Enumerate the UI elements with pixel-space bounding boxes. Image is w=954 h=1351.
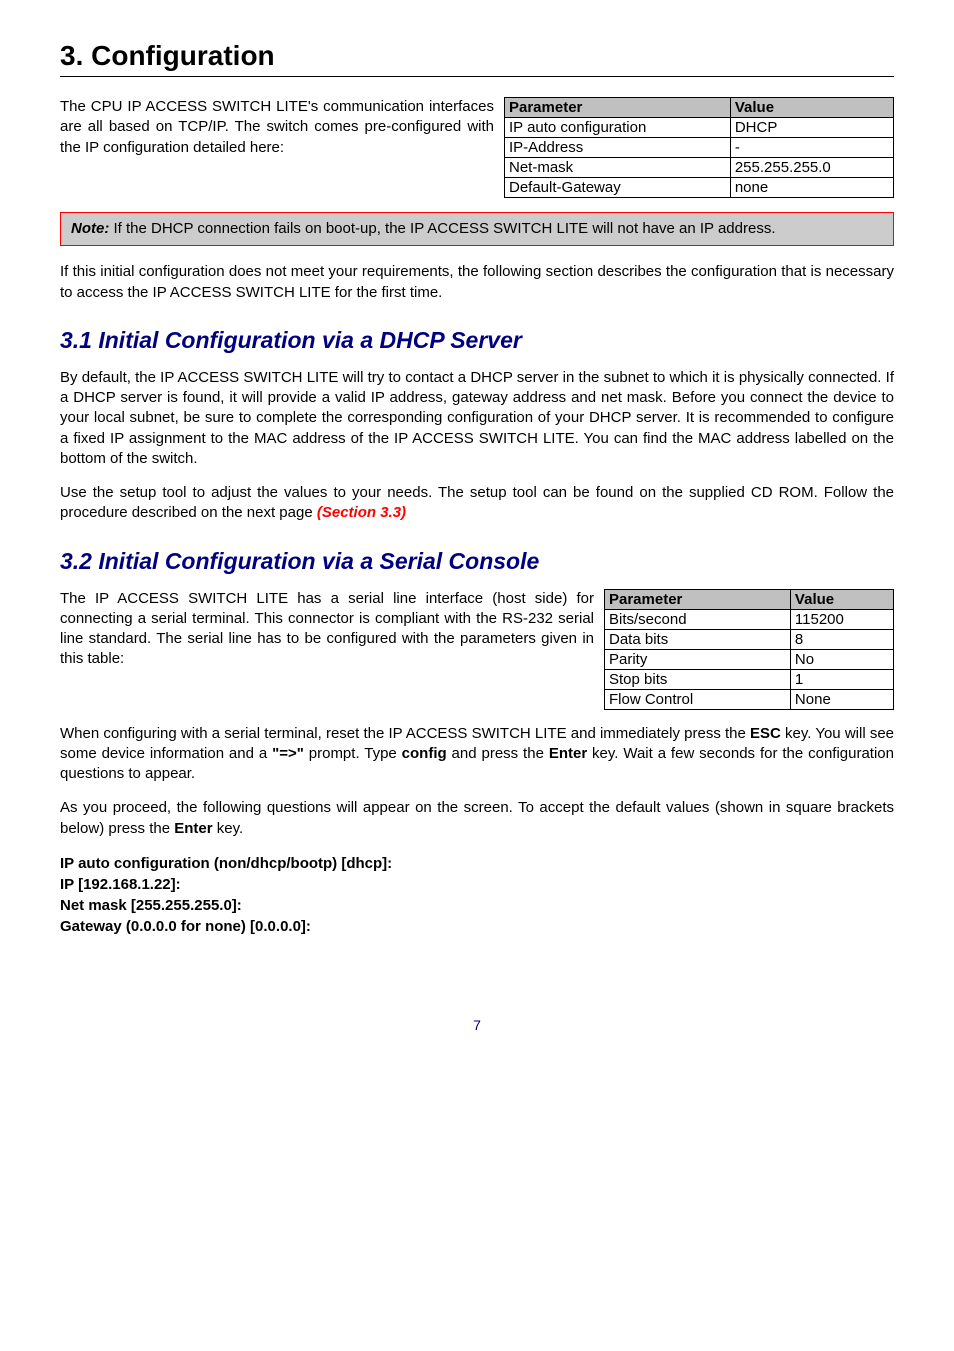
table-row: Data bits 8 [605,629,894,649]
table-row: Default-Gateway none [505,178,894,198]
config-line: IP [192.168.1.22]: [60,874,894,895]
section-link: (Section 3.3) [317,504,406,521]
paragraph-text: When configuring with a serial terminal,… [60,725,750,742]
ip-config-table: Parameter Value IP auto configuration DH… [504,97,894,198]
enter-key: Enter [549,745,587,762]
note-text: If the DHCP connection fails on boot-up,… [109,220,775,237]
paragraph-text: and press the [447,745,549,762]
paragraph-text: key. [213,820,244,837]
table-cell: Parity [605,649,791,669]
table-cell: 1 [790,669,893,689]
config-block: IP auto configuration (non/dhcp/bootp) [… [60,853,894,937]
table-row: Bits/second 115200 [605,609,894,629]
config-line: IP auto configuration (non/dhcp/bootp) [… [60,853,894,874]
table-cell: Bits/second [605,609,791,629]
esc-key: ESC [750,725,781,742]
paragraph-text: Use the setup tool to adjust the values … [60,484,894,521]
serial-intro-row: The IP ACCESS SWITCH LITE has a serial l… [60,589,894,710]
table-cell: Data bits [605,629,791,649]
table-row: Parity No [605,649,894,669]
table-header: Value [730,98,893,118]
note-box: Note: If the DHCP connection fails on bo… [60,212,894,246]
table-cell: none [730,178,893,198]
serial-intro-paragraph: The IP ACCESS SWITCH LITE has a serial l… [60,589,594,670]
table-cell: Net-mask [505,158,731,178]
paragraph: Use the setup tool to adjust the values … [60,483,894,524]
page-title: 3. Configuration [60,40,894,72]
paragraph: As you proceed, the following questions … [60,798,894,839]
config-line: Gateway (0.0.0.0 for none) [0.0.0.0]: [60,916,894,937]
table-header: Parameter [605,589,791,609]
section-heading-3-2: 3.2 Initial Configuration via a Serial C… [60,548,894,575]
table-row: Flow Control None [605,689,894,709]
table-cell: IP-Address [505,138,731,158]
intro-paragraph: The CPU IP ACCESS SWITCH LITE's communic… [60,97,494,158]
page-number: 7 [60,1017,894,1033]
config-line: Net mask [255.255.255.0]: [60,895,894,916]
table-header: Value [790,589,893,609]
title-divider [60,76,894,77]
table-cell: Default-Gateway [505,178,731,198]
table-cell: Stop bits [605,669,791,689]
enter-key: Enter [174,820,212,837]
serial-params-table: Parameter Value Bits/second 115200 Data … [604,589,894,710]
paragraph: When configuring with a serial terminal,… [60,724,894,785]
table-cell: DHCP [730,118,893,138]
table-row: IP-Address - [505,138,894,158]
config-word: config [402,745,447,762]
table-cell: Flow Control [605,689,791,709]
table-cell: 115200 [790,609,893,629]
paragraph: If this initial configuration does not m… [60,262,894,303]
prompt-text: "=>" [272,745,304,762]
table-cell: - [730,138,893,158]
table-row: IP auto configuration DHCP [505,118,894,138]
table-row: Stop bits 1 [605,669,894,689]
intro-row: The CPU IP ACCESS SWITCH LITE's communic… [60,97,894,198]
table-header: Parameter [505,98,731,118]
table-cell: None [790,689,893,709]
table-cell: IP auto configuration [505,118,731,138]
paragraph: By default, the IP ACCESS SWITCH LITE wi… [60,368,894,469]
table-cell: No [790,649,893,669]
table-cell: 8 [790,629,893,649]
table-row: Net-mask 255.255.255.0 [505,158,894,178]
table-cell: 255.255.255.0 [730,158,893,178]
note-label: Note: [71,220,109,237]
paragraph-text: prompt. Type [304,745,402,762]
section-heading-3-1: 3.1 Initial Configuration via a DHCP Ser… [60,327,894,354]
